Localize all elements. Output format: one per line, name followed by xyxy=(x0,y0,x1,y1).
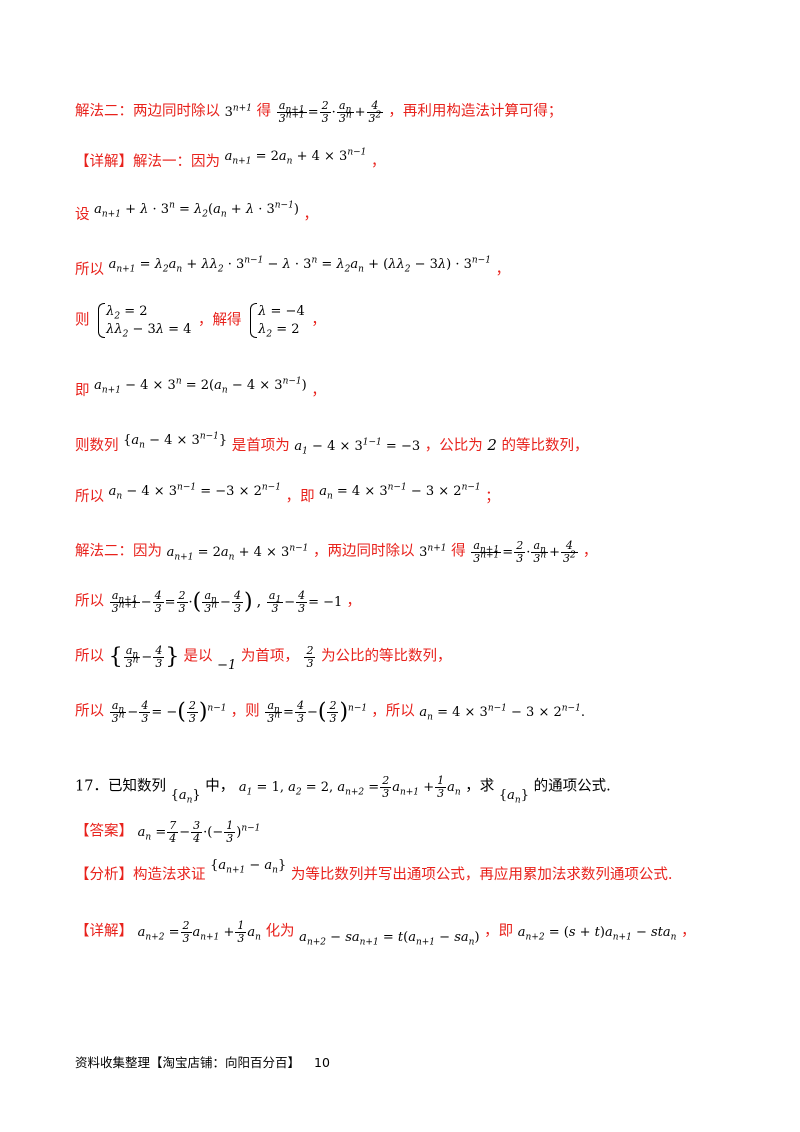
formula-first-term: a1 − 4 × 31−1 = −3 xyxy=(294,437,421,457)
formula-seq-an-2: {an} xyxy=(498,787,529,806)
formula-transformed: an+2 − san+1 = t(an+1 − san) xyxy=(299,929,480,948)
punct-comma: ， xyxy=(311,383,326,399)
punct-comma: ， xyxy=(582,543,598,560)
formula-general-2: an = 4 × 3n−1 − 3 × 2n−1 xyxy=(319,482,481,502)
geometric-sequence-line: 则数列 {an − 4 × 3n−1} 是首项为 a1 − 4 × 31−1 =… xyxy=(75,432,740,457)
formula-method2-b: an 3n = 4 3 −(2 3)n−1 xyxy=(265,699,368,725)
formula-solution: λ = −4 λ2 = 2 xyxy=(248,303,305,339)
so-label-2: ，所以 xyxy=(371,703,415,720)
formula-system: λ2 = 2 λλ2 − 3λ = 4 xyxy=(96,303,191,339)
punct-comma: ， xyxy=(371,154,386,170)
formula-divided-recurrence: an+1 3n+1 = 2 3 · an 3n +4 32 xyxy=(276,99,384,125)
question-17-text: 17．已知数列 xyxy=(75,778,166,795)
then-label: 则 xyxy=(75,312,90,329)
formula-general-1: an − 4 × 3n−1 = −3 × 2n−1 xyxy=(108,482,281,502)
first-term-text: 为首项， xyxy=(240,648,299,665)
formula-sequence2-set: {an 3n −4 3} xyxy=(108,644,180,670)
formula-recurrence-2: an+1 = 2an + 4 × 3n−1 xyxy=(166,543,309,563)
page-footer: 资料收集整理【淘宝店铺：向阳百分百】 10 xyxy=(75,1052,330,1071)
so-label: 所以 xyxy=(75,593,104,610)
geometric-end-text: 的等比数列， xyxy=(501,438,589,454)
punct-comma: ， xyxy=(311,312,326,329)
divide-label: ，两边同时除以 xyxy=(313,543,415,560)
formula-initial-conditions: a1 = 1, a2 = 2, an+2 = 2 3 an+1 +1 3 an xyxy=(238,774,461,800)
formula-method2-a: an 3n −4 3 = −(2 3)n−1 xyxy=(109,699,227,725)
punct-comma: ， xyxy=(495,262,511,278)
system-line: 则 λ2 = 2 λλ2 − 3λ = 4 ，解得 λ = −4 λ2 = 2 ， xyxy=(75,303,740,339)
so-label: 所以 xyxy=(75,648,104,665)
then-label: ，则 xyxy=(230,703,260,720)
punct-comma: ， xyxy=(681,923,696,940)
transform-label: 化为 xyxy=(265,923,295,940)
question-17-ask: ，求 xyxy=(465,778,495,795)
is-label: 是以 xyxy=(183,648,213,665)
general-term-line: 所以 an − 4 × 3n−1 = −3 × 2n−1 ，即 an = 4 ×… xyxy=(75,483,740,505)
analysis-line: 【分析】构造法求证 {an+1 − an} 为等比数列并写出通项公式，再应用累加… xyxy=(75,859,740,883)
ie-label: ，即 xyxy=(285,489,315,505)
ratio-value: 2 xyxy=(487,436,497,454)
so-label: 所以 xyxy=(75,262,104,278)
method2-label: 解法二：因为 xyxy=(75,543,162,560)
method2-intro-text: 解法二：两边同时除以 xyxy=(75,103,220,120)
expand-line: 所以 an+1 = λ2an + λλ2 · 3n−1 − λ · 3n = λ… xyxy=(75,256,740,278)
formula-answer: an = 7 4−3 4 ·(− 1 3)n−1 xyxy=(137,819,261,845)
method2-de-text: 得 xyxy=(256,103,272,120)
formula-3n1: 3n+1 xyxy=(224,103,252,120)
ie-label: 即 xyxy=(75,383,90,399)
analysis-text: 为等比数列并写出通项公式，再应用累加法求数列通项公式. xyxy=(290,867,673,883)
transform-line: 所以 an+1 3n+1−4 3 = 2 3 ·(an 3n −4 3) , a1 3−4 3 = −1… xyxy=(75,589,361,615)
formula-geometric-relation: an+1 − 4 × 3n = 2(an − 4 × 3n−1) xyxy=(94,376,307,396)
punct-comma: ， xyxy=(346,593,361,610)
first-term-value: −1 xyxy=(217,657,237,673)
sequence-label: 则数列 xyxy=(75,438,119,454)
detail-17-line: 【详解】 an+2 = 2 3 an+1 +1 3 an 化为 an+2 − san+1 … xyxy=(75,919,740,948)
detail-method1-line: 【详解】解法一：因为 an+1 = 2an + 4 × 3n−1 ， xyxy=(75,148,740,170)
question-17: 17．已知数列 {an} 中， a1 = 1, a2 = 2, an+2 = 2 3… xyxy=(75,774,740,805)
formula-sequence-set: {an − 4 × 3n−1} xyxy=(123,431,228,451)
so-label: 所以 xyxy=(75,489,104,505)
question-17-mid: 中， xyxy=(205,778,235,795)
solve-label: ，解得 xyxy=(198,312,242,329)
formula-assumption: an+1 + λ · 3n = λ2(an + λ · 3n−1) xyxy=(94,200,299,220)
method2-line: 解法二：因为 an+1 = 2an + 4 × 3n−1 ，两边同时除以 3n+… xyxy=(75,540,740,564)
question-17-end: 的通项公式. xyxy=(533,778,611,795)
punct-semicolon: ； xyxy=(485,489,500,505)
footer-text: 资料收集整理【淘宝店铺：向阳百分百】 xyxy=(75,1055,301,1070)
method2-construct-text: ，再利用构造法计算可得； xyxy=(388,103,563,120)
formula-recurrence-17: an+2 = 2 3 an+1 +1 3 an xyxy=(137,919,261,945)
formula-divided-2: an+1 3n+1 = 2 3 · an 3n +4 32 xyxy=(471,539,578,565)
de-label: 得 xyxy=(451,543,466,560)
formula-3n1-b: 3n+1 xyxy=(419,543,447,560)
final-method2-line: 所以 an 3n −4 3 = −(2 3)n−1 ，则 an 3n = 4 3 −(2 3)n−1 … xyxy=(75,700,740,724)
first-term-label: 是首项为 xyxy=(231,438,290,454)
formula-first-value: a1 3−4 3 = −1 xyxy=(266,589,343,615)
formula-st: an+2 = (s + t)an+1 − stan xyxy=(517,924,677,943)
assume-label: 设 xyxy=(75,207,90,223)
analysis-label: 【分析】构造法求证 xyxy=(75,867,206,883)
formula-transform: an+1 3n+1−4 3 = 2 3 ·(an 3n −4 3) xyxy=(109,589,253,615)
ie-label-17: ，即 xyxy=(484,923,514,940)
formula-expanded: an+1 = λ2an + λλ2 · 3n−1 − λ · 3n = λ2an… xyxy=(108,255,491,275)
assume-line: 设 an+1 + λ · 3n = λ2(an + λ · 3n−1) ， xyxy=(75,201,740,223)
formula-recurrence: an+1 = 2an + 4 × 3n−1 xyxy=(224,147,367,167)
method2-intro-line: 解法二：两边同时除以 3n+1 得 an+1 3n+1 = 2 3 · an 3n +4 32 ，… xyxy=(75,100,740,124)
ratio-text: 为公比的等比数列， xyxy=(321,648,452,665)
formula-difference-seq: {an+1 − an} xyxy=(210,858,287,876)
detail-label: 【详解】解法一：因为 xyxy=(75,154,220,170)
formula-method2-final: an = 4 × 3n−1 − 3 × 2n−1. xyxy=(419,703,585,723)
so-label: 所以 xyxy=(75,703,104,720)
detail-label-17: 【详解】 xyxy=(75,923,133,940)
page-number: 10 xyxy=(314,1055,330,1070)
i-e-line: 即 an+1 − 4 × 3n = 2(an − 4 × 3n−1) ， xyxy=(75,377,740,399)
punct-comma: ， xyxy=(303,207,319,223)
answer-label: 【答案】 xyxy=(75,823,133,840)
ratio-label: ，公比为 xyxy=(424,438,483,454)
formula-seq-an: {an} xyxy=(170,787,201,806)
answer-line: 【答案】 an = 7 4−3 4 ·(− 1 3)n−1 xyxy=(75,820,740,844)
